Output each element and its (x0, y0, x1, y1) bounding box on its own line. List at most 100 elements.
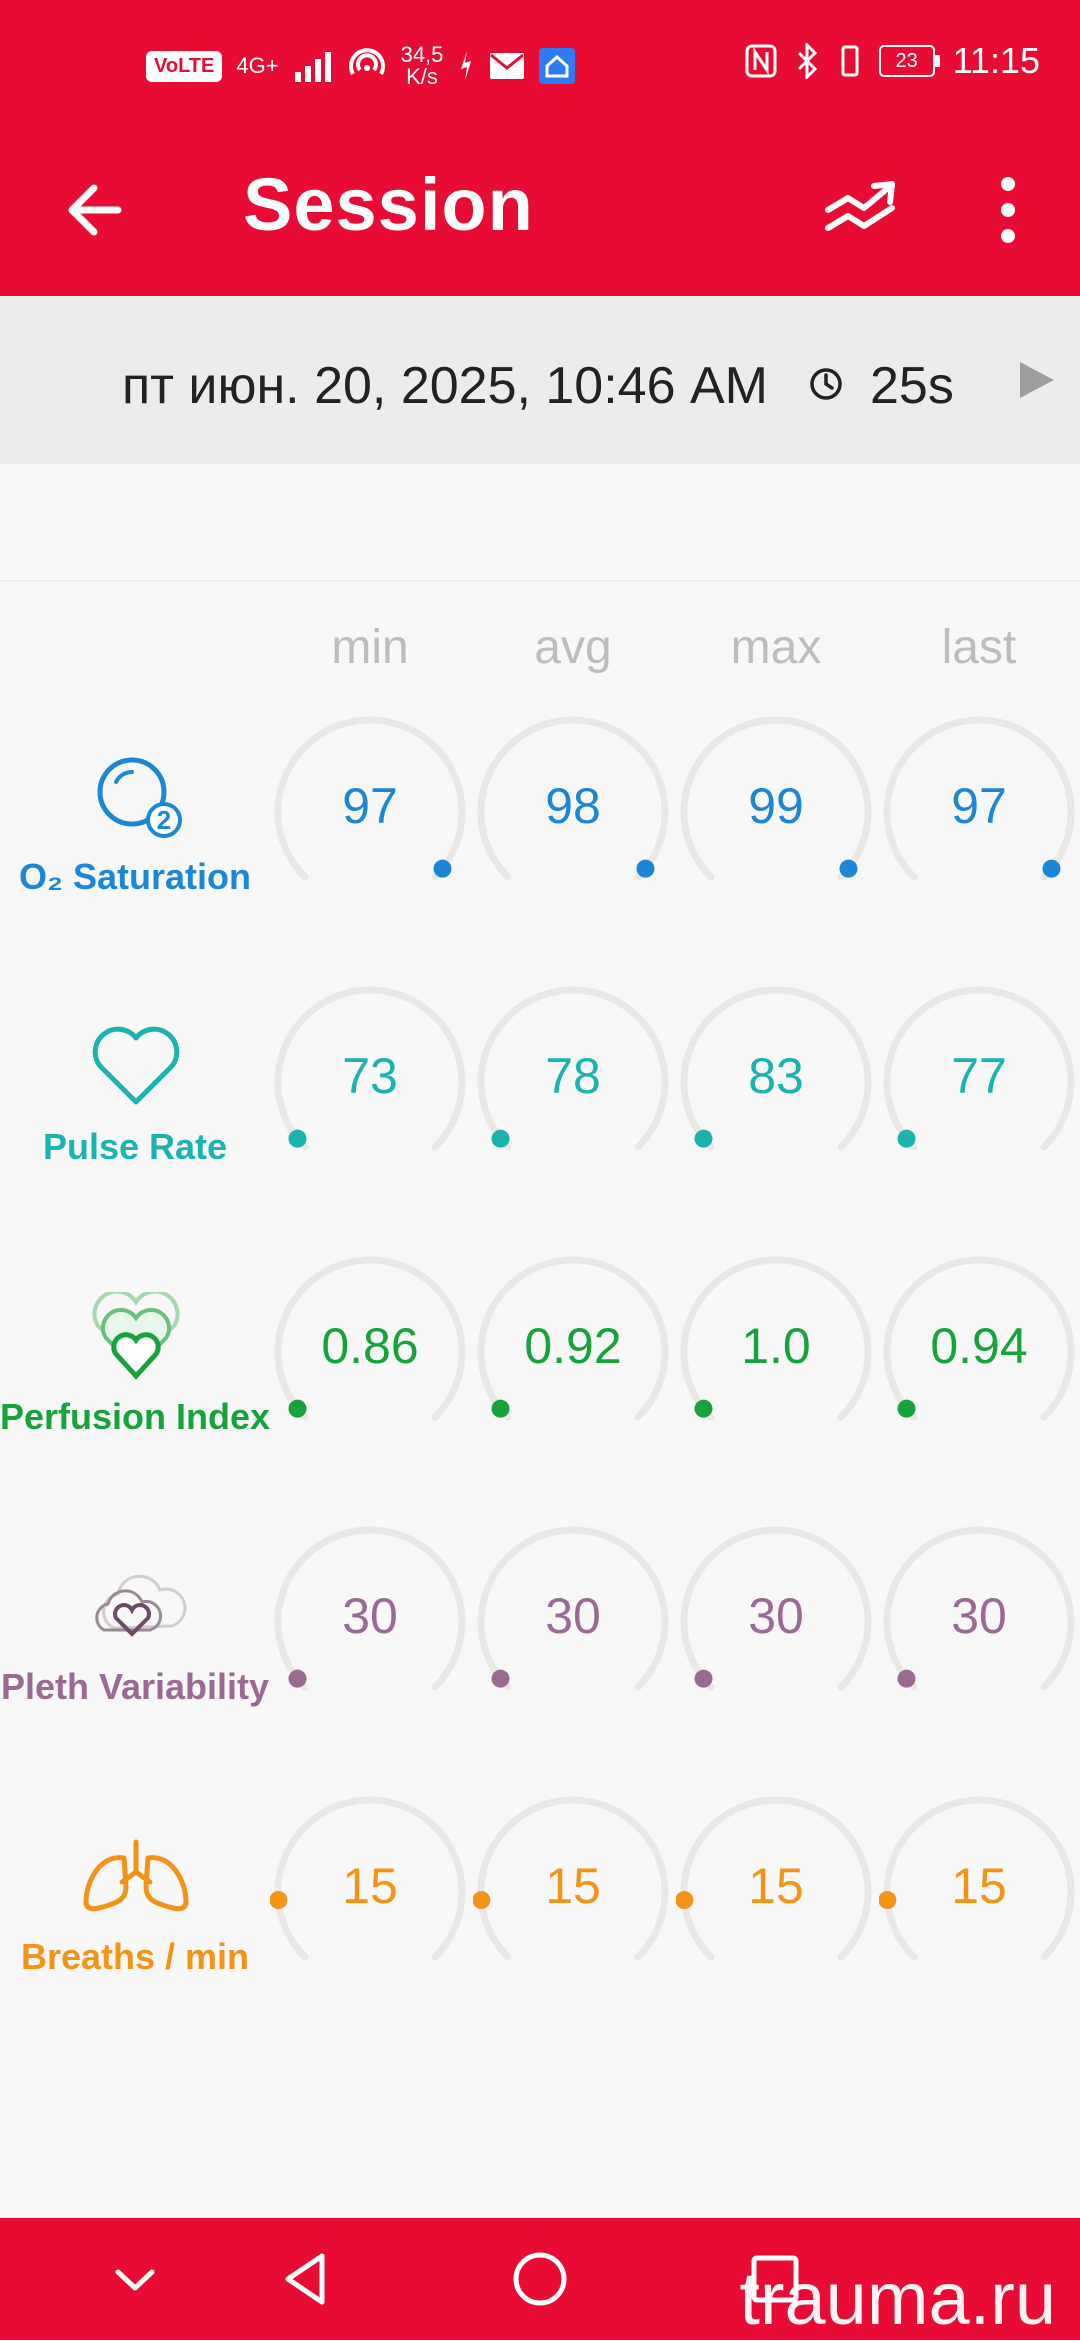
gauge-o2-avg: 98 (473, 712, 673, 912)
gauge-arc (274, 986, 466, 1151)
gauge-marker (491, 1399, 510, 1418)
gauge-marker (491, 1669, 510, 1688)
network-type: 4G+ (236, 53, 279, 78)
gauge-value: 0.92 (524, 1318, 622, 1374)
gauge-arc (676, 1796, 872, 1961)
gauge-value: 0.94 (930, 1318, 1028, 1374)
gauge-pleth-max: 30 (676, 1522, 876, 1722)
gauge-marker (288, 1399, 307, 1418)
gauge-arc (883, 716, 1075, 881)
gauge-value: 1.0 (741, 1318, 811, 1374)
gauge-arc (270, 1796, 466, 1961)
gauge-value: 99 (748, 778, 804, 834)
back-arrow-icon[interactable] (58, 170, 138, 250)
bluetooth-icon (797, 43, 817, 79)
metric-label-perfusion: Perfusion Index (0, 1396, 271, 1437)
gauge-breaths-max: 15 (676, 1792, 876, 1992)
speed-unit: K/s (406, 64, 438, 89)
gauge-value: 15 (951, 1858, 1007, 1914)
gauge-arc (274, 716, 466, 881)
vibrate-icon (841, 45, 859, 77)
battery-icon: 23 (878, 45, 940, 77)
gauge-marker (433, 859, 452, 878)
gauge-marker (473, 1891, 491, 1910)
gauge-breaths-avg: 15 (473, 1792, 673, 1992)
gauge-marker (288, 1129, 307, 1148)
session-duration: 25s (870, 357, 954, 415)
play-icon[interactable] (1016, 360, 1056, 400)
top-bar: VoLTE 4G+ 34,5 K/s (0, 0, 1080, 296)
metric-label-pulse: Pulse Rate (42, 1126, 228, 1167)
gauge-marker (879, 1891, 897, 1910)
gauge-arc (879, 1796, 1075, 1961)
divider (0, 580, 1080, 582)
app-bar: Session (0, 140, 1080, 270)
watermark-text: trauma.ru (739, 2257, 1056, 2340)
gauge-arc (274, 1526, 466, 1691)
gauge-value: 15 (748, 1858, 804, 1914)
volte-icon: VoLTE (146, 50, 223, 82)
gauge-value: 98 (545, 778, 601, 834)
gauge-value: 83 (748, 1048, 804, 1104)
gauge-marker (694, 1669, 713, 1688)
gauge-marker (694, 1129, 713, 1148)
gauge-marker (288, 1669, 307, 1688)
gauge-pulse-max: 83 (676, 982, 876, 1182)
perfusion-hearts-icon (92, 1292, 180, 1380)
gauge-value: 97 (951, 778, 1007, 834)
gauge-pulse-last: 77 (879, 982, 1079, 1182)
session-datetime: пт июн. 20, 2025, 10:46 AM (122, 357, 768, 415)
nav-home-icon[interactable] (505, 2244, 575, 2314)
mail-icon (490, 53, 525, 79)
nfc-icon (745, 44, 777, 78)
battery-level: 23 (895, 49, 918, 72)
gauge-marker (491, 1129, 510, 1148)
status-right-icons: 23 11:15 (745, 40, 1040, 82)
nav-back-icon[interactable] (272, 2244, 342, 2314)
pleth-clouds-icon (95, 1574, 187, 1637)
gauge-arc (680, 1256, 872, 1421)
nav-recents-icon[interactable] (740, 2244, 810, 2314)
gauge-marker (897, 1399, 916, 1418)
gauge-breaths-min: 15 (270, 1792, 470, 1992)
gauge-pleth-min: 30 (270, 1522, 470, 1722)
speed-value: 34,5 (400, 42, 444, 67)
metric-label-breaths: Breaths / min (20, 1936, 250, 1977)
gauge-value: 15 (342, 1858, 398, 1914)
gauge-value: 30 (545, 1588, 601, 1644)
o2-icon: 2 (97, 757, 182, 838)
gauge-arc (680, 716, 872, 881)
gauge-value: 73 (342, 1048, 398, 1104)
gauge-arc (274, 1256, 466, 1421)
hotspot-icon (348, 48, 385, 75)
gauge-breaths-last: 15 (879, 1792, 1079, 1992)
gauge-value: 30 (951, 1588, 1007, 1644)
gauge-marker (270, 1891, 288, 1910)
gauge-arc (883, 986, 1075, 1151)
gauge-marker (1042, 859, 1061, 878)
gauge-arc (473, 1796, 669, 1961)
metric-label-pleth: Pleth Variability (0, 1666, 270, 1707)
gauge-o2-min: 97 (270, 712, 470, 912)
gauge-arc (883, 1526, 1075, 1691)
gauge-pulse-min: 73 (270, 982, 470, 1182)
column-header-min: min (331, 621, 409, 674)
gauge-perfusion-max: 1.0 (676, 1252, 876, 1452)
gauge-pleth-avg: 30 (473, 1522, 673, 1722)
column-header-avg: avg (534, 621, 612, 674)
gauge-arc (883, 1256, 1075, 1421)
heart-icon (92, 1026, 180, 1105)
more-menu-icon[interactable] (984, 170, 1032, 250)
trends-icon[interactable] (822, 170, 902, 250)
lungs-icon (83, 1839, 189, 1912)
svg-text:2: 2 (157, 805, 171, 835)
nav-hide-icon[interactable] (100, 2244, 170, 2314)
gauge-arc (680, 986, 872, 1151)
gauge-marker (839, 859, 858, 878)
gauge-marker (636, 859, 655, 878)
gauge-perfusion-min: 0.86 (270, 1252, 470, 1452)
gauge-o2-last: 97 (879, 712, 1079, 912)
gauge-arc (477, 1256, 669, 1421)
gauge-value: 78 (545, 1048, 601, 1104)
gauge-marker (676, 1891, 694, 1910)
